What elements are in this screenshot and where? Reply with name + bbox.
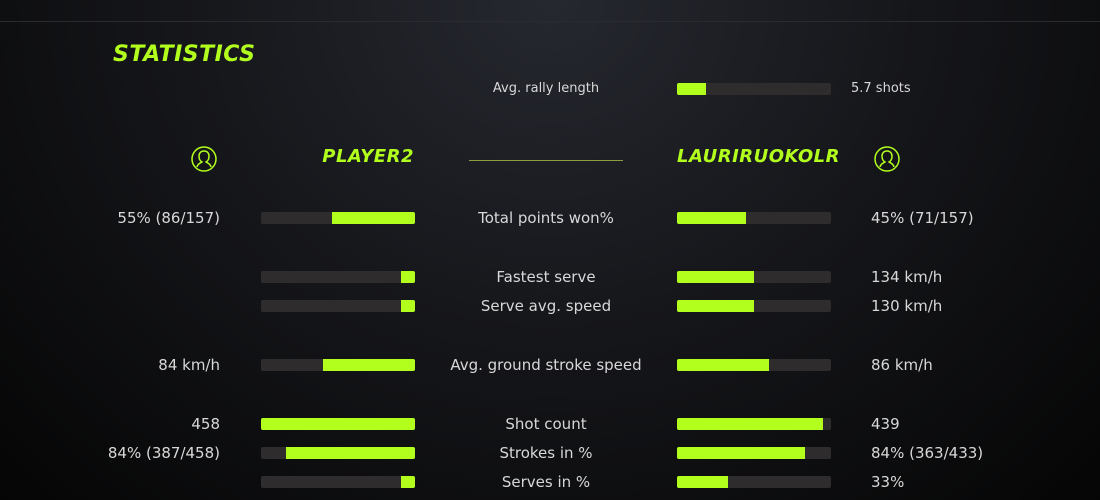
bar-fill xyxy=(677,476,728,488)
stat-label: Strokes in % xyxy=(499,444,593,462)
player-right-name: LAURIRUOKOLR xyxy=(677,146,840,167)
right-value: 86 km/h xyxy=(871,356,933,374)
right-bar xyxy=(677,418,831,430)
right-value: 45% (71/157) xyxy=(871,209,974,227)
rally-bar xyxy=(677,83,831,95)
left-bar xyxy=(261,447,415,459)
stat-row: Serves in % 33% xyxy=(0,472,1100,492)
stat-row: Serve avg. speed 130 km/h xyxy=(0,296,1100,316)
page-title: STATISTICS xyxy=(113,42,256,67)
left-value: 84 km/h xyxy=(158,356,220,374)
bar-fill xyxy=(401,271,415,283)
right-bar xyxy=(677,476,831,488)
stat-label: Avg. rally length xyxy=(492,81,600,96)
bar-fill xyxy=(677,359,770,371)
bar-fill xyxy=(261,418,415,430)
user-circle-icon xyxy=(191,146,217,172)
stat-row: Fastest serve 134 km/h xyxy=(0,267,1100,287)
stat-row: 55% (86/157) Total points won% 45% (71/1… xyxy=(0,208,1100,228)
right-value: 439 xyxy=(871,415,900,433)
stat-label: Avg. ground stroke speed xyxy=(450,356,642,374)
bar-fill xyxy=(322,359,415,371)
right-value: 33% xyxy=(871,473,905,491)
rally-value: 5.7 shots xyxy=(851,81,911,96)
stat-label: Serves in % xyxy=(501,473,591,491)
stat-label: Fastest serve xyxy=(496,268,596,286)
right-bar xyxy=(677,271,831,283)
stat-label: Serve avg. speed xyxy=(480,297,612,315)
stat-row: 458 Shot count 439 xyxy=(0,414,1100,434)
bar-fill xyxy=(285,447,415,459)
right-value: 130 km/h xyxy=(871,297,943,315)
user-circle-icon xyxy=(874,146,900,172)
bar-fill xyxy=(401,476,415,488)
left-value: 55% (86/157) xyxy=(117,209,220,227)
left-bar xyxy=(261,271,415,283)
right-bar xyxy=(677,447,831,459)
stat-label: Total points won% xyxy=(478,209,614,227)
right-bar xyxy=(677,359,831,371)
bar-fill xyxy=(677,447,805,459)
stat-row: 84 km/h Avg. ground stroke speed 86 km/h xyxy=(0,355,1100,375)
left-bar xyxy=(261,359,415,371)
stat-row: 84% (387/458) Strokes in % 84% (363/433) xyxy=(0,443,1100,463)
bar-fill xyxy=(677,300,754,312)
top-divider xyxy=(0,21,1100,22)
left-value: 84% (387/458) xyxy=(107,444,220,462)
bar-fill xyxy=(677,271,754,283)
bar-fill xyxy=(677,83,707,95)
stat-label: Shot count xyxy=(505,415,587,433)
player-left-name: PLAYER2 xyxy=(322,146,414,167)
left-bar xyxy=(261,418,415,430)
rally-row: Avg. rally length 5.7 shots xyxy=(0,79,1100,99)
right-value: 84% (363/433) xyxy=(871,444,984,462)
bar-fill xyxy=(677,418,824,430)
bar-fill xyxy=(401,300,415,312)
left-bar xyxy=(261,300,415,312)
bar-fill xyxy=(331,212,415,224)
bar-fill xyxy=(677,212,747,224)
left-bar xyxy=(261,476,415,488)
left-value: 458 xyxy=(191,415,220,433)
left-bar xyxy=(261,212,415,224)
right-bar xyxy=(677,300,831,312)
divider xyxy=(469,160,623,161)
right-bar xyxy=(677,212,831,224)
right-value: 134 km/h xyxy=(871,268,943,286)
